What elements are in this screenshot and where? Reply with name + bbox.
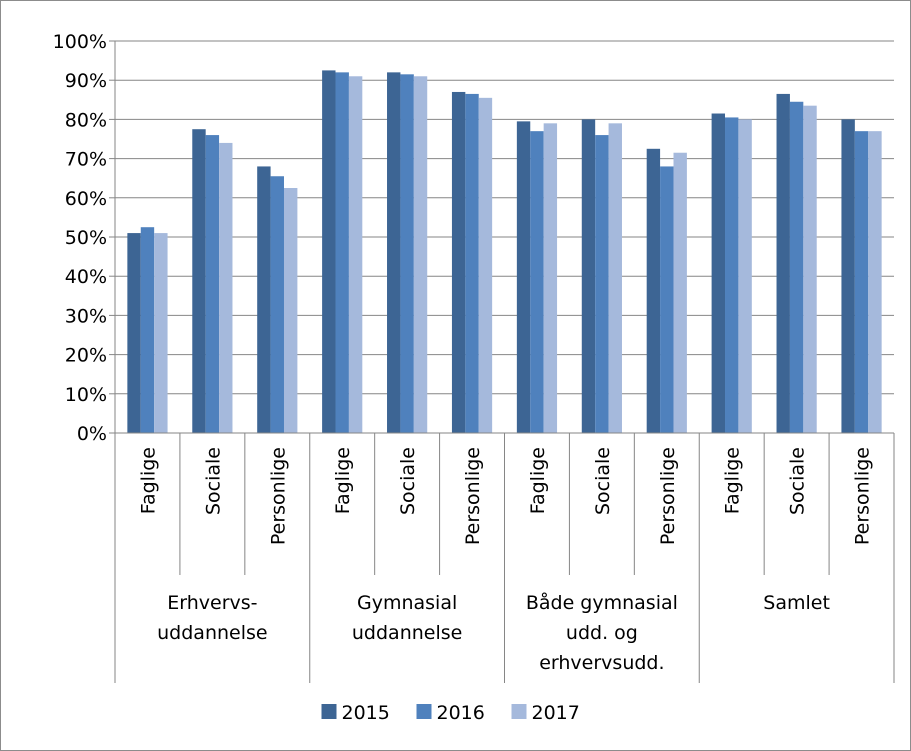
y-tick-label: 20% — [65, 345, 107, 367]
bar-2016 — [465, 93, 479, 434]
bar-2016 — [725, 117, 739, 433]
bar-2017 — [868, 131, 882, 433]
y-tick-label: 10% — [65, 384, 107, 406]
y-tick-label: 30% — [65, 305, 107, 327]
bars — [127, 70, 882, 434]
y-axis-tick-labels: 0% 10% 20% 30% 40% 50% 60% 70% 80% 90% 100% — [53, 31, 107, 445]
bar-2017 — [803, 105, 817, 434]
bar-2015 — [841, 119, 855, 434]
legend-label: 2017 — [532, 702, 580, 724]
bar-2017 — [154, 233, 168, 433]
legend-swatch — [321, 704, 337, 719]
y-tick-label: 70% — [65, 149, 107, 171]
bar-2015 — [776, 93, 790, 434]
category-label: Sociale — [592, 447, 614, 515]
category-label: Faglige — [722, 447, 744, 514]
bar-2015 — [127, 233, 141, 433]
bar-2017 — [738, 119, 752, 434]
bar-2015 — [646, 148, 661, 434]
bar-2017 — [219, 142, 233, 434]
y-tick-label: 60% — [65, 188, 107, 210]
bar-2017 — [478, 97, 493, 433]
category-label: Sociale — [202, 447, 224, 515]
y-tick-label: 40% — [65, 266, 107, 288]
x-axis-group-labels: Erhvervs-uddannelse Gymnasial uddannelse Bå… — [157, 591, 830, 674]
category-label: Faglige — [332, 447, 354, 514]
bar-2017 — [543, 123, 558, 433]
group-label: Erhvervs- — [167, 592, 257, 614]
bar-2015 — [711, 113, 726, 434]
group-label: Gymnasial — [357, 592, 457, 614]
bar-2017 — [348, 76, 363, 433]
bar-2015 — [192, 129, 206, 433]
bar-2016 — [205, 135, 220, 433]
bar-2016 — [660, 166, 674, 433]
category-label: Personlige — [852, 447, 874, 545]
bar-2016 — [854, 131, 869, 433]
legend: 2015 2016 2017 — [321, 702, 580, 724]
bar-2016 — [595, 135, 609, 433]
legend-label: 2015 — [342, 702, 390, 724]
group-label: Både gymnasial — [526, 591, 678, 614]
legend-label: 2016 — [437, 702, 485, 724]
bar-2015 — [581, 119, 596, 434]
category-label: Personlige — [267, 447, 289, 545]
bar-2017 — [283, 188, 298, 433]
bar-2017 — [608, 123, 622, 433]
group-label: uddannelse — [157, 622, 267, 644]
gridlines — [115, 40, 894, 395]
legend-swatch — [511, 704, 527, 719]
category-label: Faglige — [137, 447, 159, 514]
bar-2016 — [335, 72, 349, 434]
category-label: Personlige — [657, 447, 679, 545]
group-label: uddannelse — [352, 622, 462, 644]
bar-2017 — [673, 152, 687, 433]
category-label: Sociale — [397, 447, 419, 515]
group-label: erhvervsudd. — [539, 652, 664, 674]
y-tick-label: 90% — [65, 70, 107, 92]
bar-2015 — [322, 70, 336, 434]
bar-2016 — [270, 176, 284, 434]
bar-2015 — [516, 121, 531, 434]
bar-2015 — [451, 91, 466, 434]
bar-2015 — [387, 72, 401, 434]
group-label: Samlet — [763, 592, 830, 614]
axes — [109, 40, 895, 683]
y-tick-label: 100% — [53, 31, 107, 53]
y-tick-label: 50% — [65, 227, 107, 249]
bar-2016 — [140, 227, 155, 433]
bar-2015 — [257, 166, 271, 433]
bar-2016 — [400, 74, 414, 433]
category-label: Faglige — [527, 447, 549, 514]
group-label: udd. og — [566, 622, 638, 644]
y-tick-label: 0% — [77, 423, 107, 445]
category-label: Sociale — [787, 447, 809, 515]
category-label: Personlige — [462, 447, 484, 545]
bar-2017 — [413, 76, 428, 433]
legend-swatch — [416, 704, 432, 719]
x-axis-category-labels: Faglige Sociale Personlige Faglige Sociale Pe… — [137, 447, 873, 545]
y-tick-label: 80% — [65, 109, 107, 131]
bar-2016 — [530, 131, 544, 433]
bar-2016 — [789, 101, 804, 433]
